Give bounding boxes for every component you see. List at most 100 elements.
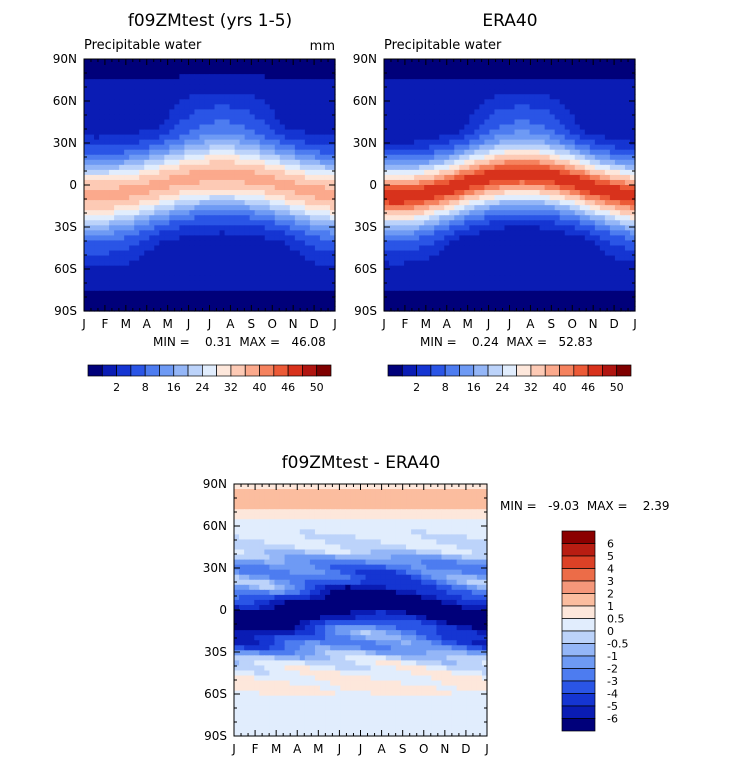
panel-era40-cell (494, 290, 501, 297)
panel-era40-cell (614, 235, 621, 242)
panel-era40-cell (494, 154, 501, 161)
panel-model-cell (269, 109, 276, 116)
panel-era40-cell (384, 69, 390, 75)
panel-era40-cell (539, 104, 546, 110)
panel-model-cell (224, 195, 231, 201)
panel-era40-cell (519, 230, 526, 236)
panel-model-cell (234, 179, 241, 186)
panel-era40-cell (559, 210, 566, 216)
panel-model-cell (109, 144, 115, 151)
panel-era40-cell (609, 265, 616, 272)
panel-era40-cell (414, 240, 420, 247)
panel-model-cell (114, 190, 120, 196)
panel-model-cell (89, 225, 95, 231)
panel-era40-cell (619, 240, 626, 247)
panel-era40-cell (494, 265, 501, 272)
panel-model-cell (119, 134, 125, 141)
panel-model-cell (289, 220, 296, 226)
panel-era40-cell (404, 260, 410, 267)
panel-era40-cell (524, 139, 531, 146)
panel-model-cell (234, 215, 241, 221)
panel-model-cell (169, 235, 175, 242)
panel-era40-cell (524, 200, 531, 206)
panel-era40-cell (589, 169, 596, 176)
panel-model-cell (314, 230, 321, 236)
panel-era40-cell (434, 240, 440, 247)
panel-model-cell (94, 104, 100, 110)
panel-era40-cell (584, 109, 591, 116)
panel-model-cell (264, 104, 271, 110)
panel-era40-cell (564, 210, 571, 216)
panel-era40-cell (544, 104, 551, 110)
panel-model-cell (319, 185, 326, 191)
panel-model-cell (94, 129, 100, 136)
panel-era40: ERA40 Precipitable water 90N60N30N030S60… (353, 11, 637, 394)
panel-model-cell (84, 59, 90, 65)
panel-era40-cell (584, 225, 591, 231)
panel-era40-cell (409, 215, 415, 221)
panel-model-cell (284, 164, 291, 171)
panel-era40-cell (519, 99, 526, 105)
panel-era40-cell (574, 169, 581, 176)
panel-era40-cell (454, 190, 460, 196)
panel-era40-cell (614, 260, 621, 267)
panel-era40-cell (619, 159, 626, 166)
panel-model-cell (184, 210, 191, 216)
panel-model-cell (169, 74, 175, 80)
panel-model-cell (279, 300, 286, 307)
panel-era40-cell (544, 59, 551, 65)
panel-era40-cell (594, 190, 601, 196)
panel-model-cell (219, 295, 226, 302)
panel-era40-cell (444, 225, 450, 231)
panel-model-cell (324, 185, 331, 191)
colorbar-label: 24 (195, 381, 209, 394)
panel-model-cell (249, 250, 256, 257)
panel-era40-cell (389, 119, 395, 126)
panel-era40-cell (514, 124, 521, 131)
panel-era40-cell (454, 94, 460, 100)
panel-model-cell (209, 94, 216, 100)
panel-era40-cell (399, 210, 405, 216)
panel-model-cell (124, 159, 130, 166)
panel-era40-cell (434, 220, 440, 226)
panel-model-cell (99, 220, 105, 226)
panel-era40-cell (589, 74, 596, 80)
panel-model-cell (159, 74, 165, 80)
panel-era40-cell (474, 205, 480, 211)
panel-era40-cell (629, 114, 636, 121)
panel-era40-cell (494, 99, 501, 105)
panel-model-cell (294, 74, 301, 80)
panel-era40-cell (484, 250, 491, 257)
panel-model-cell (109, 129, 115, 136)
panel-model-cell (289, 225, 296, 231)
panel-era40-cell (384, 200, 390, 206)
panel-era40-cell (549, 195, 556, 201)
panel-model-cell (144, 250, 150, 257)
panel-era40-cell (574, 174, 581, 181)
panel-era40-cell (464, 245, 470, 252)
panel-era40-cell (599, 64, 606, 70)
panel-model-cell (204, 260, 211, 267)
panel-era40-cell (524, 190, 531, 196)
panel-era40-cell (464, 285, 470, 292)
panel-era40-cell (564, 144, 571, 151)
panel-model-cell (259, 185, 266, 191)
panel-era40-cell (389, 109, 395, 116)
panel-model-cell (109, 200, 115, 206)
panel-model-cell (84, 300, 90, 307)
panel-model-cell (304, 124, 311, 131)
panel-model-cell (169, 179, 175, 186)
panel-era40-cell (594, 174, 601, 181)
panel-model-cell (324, 139, 331, 146)
panel-model-cell (224, 124, 231, 131)
panel-era40-cell (439, 164, 445, 171)
panel-era40-cell (614, 129, 621, 136)
panel-model-cell (174, 290, 180, 297)
panel-era40-cell (384, 154, 390, 161)
panel-era40-cell (424, 84, 430, 90)
panel-model-cell (274, 230, 281, 236)
panel-era40-cell (544, 99, 551, 105)
panel-model-cell (134, 200, 140, 206)
panel-model-cell (179, 285, 185, 292)
panel-model-cell (224, 84, 231, 90)
